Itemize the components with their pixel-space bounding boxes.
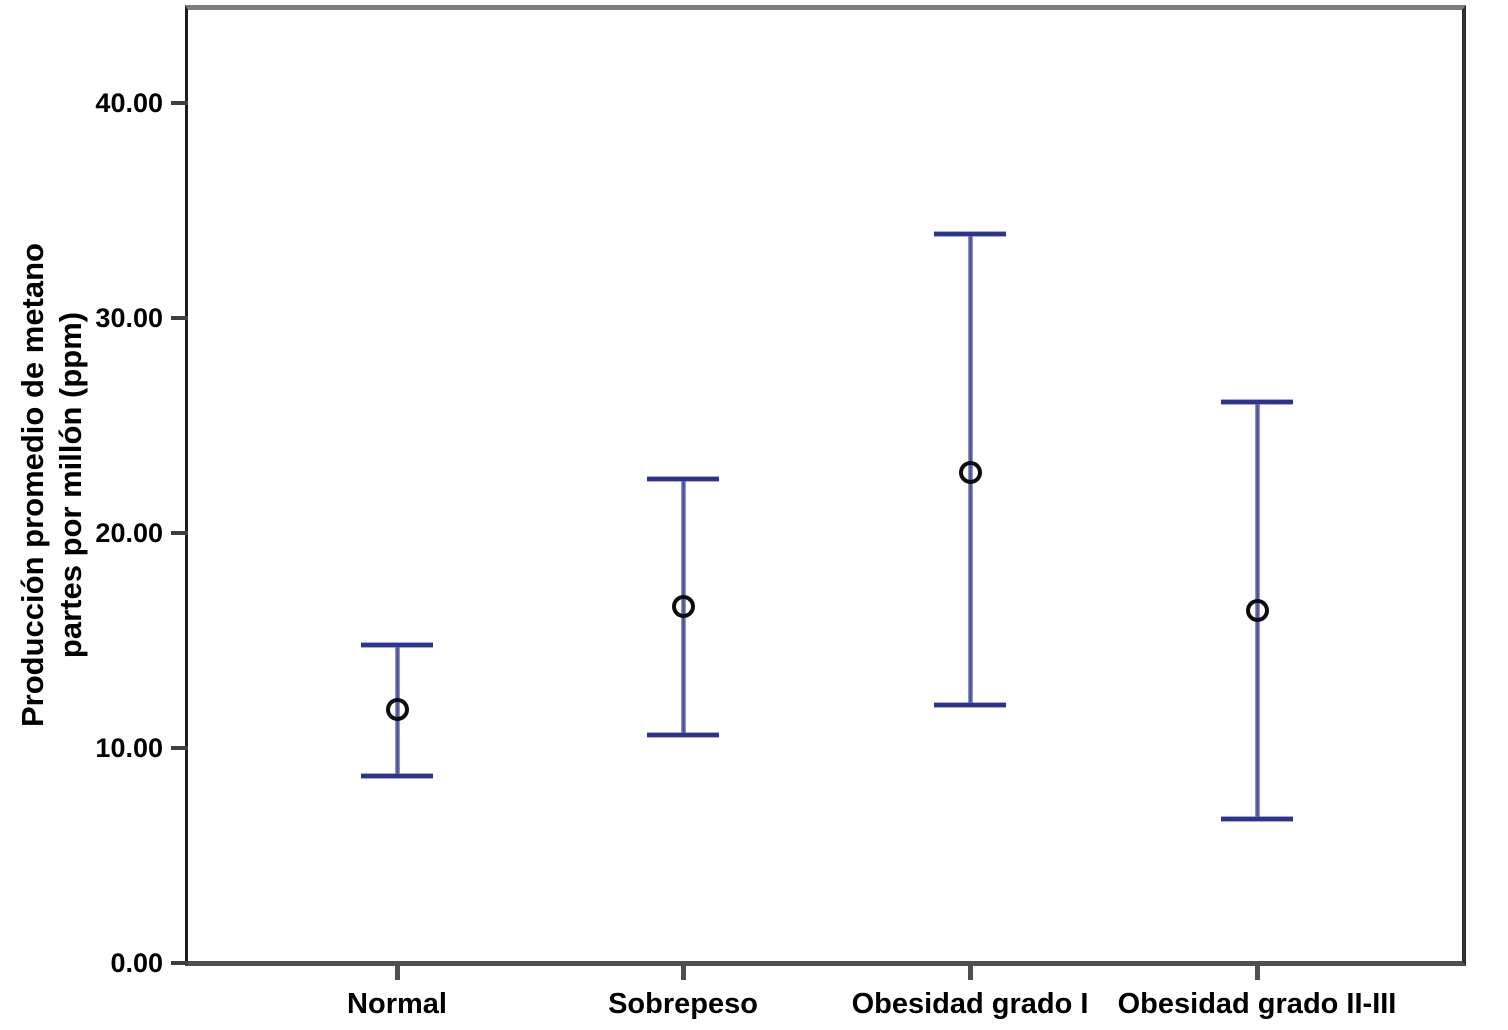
x-axis-tick [1255, 963, 1260, 980]
error-bar-cap-upper [1221, 399, 1293, 404]
error-bar-cap-lower [647, 733, 719, 738]
y-axis-tick-label: 0.00 [110, 948, 163, 978]
error-bar-cap-lower [361, 773, 433, 778]
error-bar-cap-upper [361, 642, 433, 647]
mean-marker [1245, 598, 1269, 622]
error-bar-cap-lower [934, 703, 1006, 707]
x-axis-category-label: Sobrepeso [608, 988, 758, 1020]
y-axis-tick-label: 10.00 [95, 733, 163, 763]
y-axis-tick-label: 40.00 [95, 88, 163, 118]
x-axis-tick [968, 963, 973, 980]
x-axis-category-label: Normal [347, 988, 447, 1020]
error-bar-cap-upper [934, 232, 1006, 237]
plot-area-frame [185, 5, 1466, 966]
y-axis-tick-label: 30.00 [95, 303, 163, 333]
x-axis-tick [681, 963, 686, 980]
x-axis-category-label: Obesidad grado I [851, 988, 1089, 1020]
y-axis-tick [171, 746, 188, 750]
y-axis-title-line1: Producción promedio de metano [15, 243, 51, 727]
y-axis-tick-label: 20.00 [95, 518, 163, 548]
y-axis-tick [171, 961, 188, 965]
error-bar-cap-upper [647, 477, 719, 482]
x-axis-tick [395, 963, 400, 980]
mean-marker [385, 697, 409, 721]
x-axis-category-label: Obesidad grado II-III [1117, 988, 1397, 1020]
mean-marker [671, 594, 695, 618]
y-axis-tick [171, 101, 188, 105]
mean-marker [958, 461, 982, 485]
y-axis-tick [171, 316, 188, 320]
error-bar-cap-lower [1221, 816, 1293, 821]
y-axis-tick [171, 531, 188, 535]
